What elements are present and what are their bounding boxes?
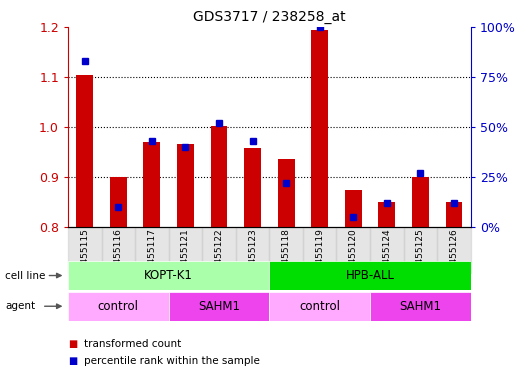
Bar	[269, 292, 370, 321]
Bar	[370, 227, 404, 273]
Text: agent: agent	[5, 301, 36, 311]
Bar	[269, 227, 303, 273]
Text: transformed count: transformed count	[84, 339, 181, 349]
Bar	[379, 202, 395, 227]
Text: KOPT-K1: KOPT-K1	[144, 269, 193, 282]
Text: control: control	[299, 300, 340, 313]
Bar	[177, 144, 194, 227]
Text: HPB-ALL: HPB-ALL	[346, 269, 394, 282]
Bar	[244, 148, 261, 227]
Bar	[68, 292, 168, 321]
Bar	[446, 202, 462, 227]
Bar	[168, 292, 269, 321]
Bar	[211, 126, 228, 227]
Bar	[236, 227, 269, 273]
Bar	[76, 75, 93, 227]
Bar	[303, 227, 336, 273]
Text: control: control	[98, 300, 139, 313]
Text: SAHM1: SAHM1	[400, 300, 441, 313]
Bar	[345, 190, 361, 227]
Text: cell line: cell line	[5, 270, 46, 281]
Bar	[336, 227, 370, 273]
Text: ■: ■	[68, 356, 77, 366]
Bar	[110, 177, 127, 227]
Bar	[269, 261, 471, 290]
Bar	[101, 227, 135, 273]
Bar	[437, 227, 471, 273]
Text: SAHM1: SAHM1	[198, 300, 240, 313]
Bar	[168, 227, 202, 273]
Bar	[143, 142, 160, 227]
Bar	[404, 227, 437, 273]
Text: percentile rank within the sample: percentile rank within the sample	[84, 356, 259, 366]
Bar	[311, 30, 328, 227]
Bar	[412, 177, 429, 227]
Bar	[68, 261, 269, 290]
Bar	[370, 292, 471, 321]
Title: GDS3717 / 238258_at: GDS3717 / 238258_at	[193, 10, 346, 25]
Bar	[135, 227, 168, 273]
Bar	[278, 159, 294, 227]
Text: ■: ■	[68, 339, 77, 349]
Bar	[202, 227, 236, 273]
Bar	[68, 227, 101, 273]
